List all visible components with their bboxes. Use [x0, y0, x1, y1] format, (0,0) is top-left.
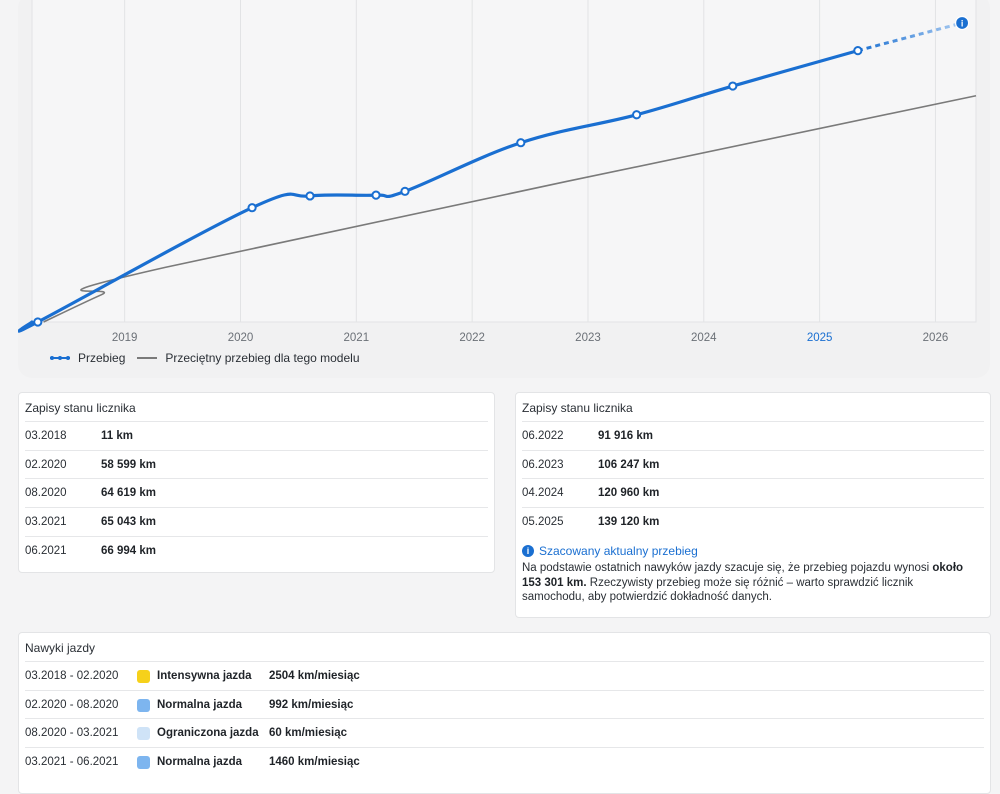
record-date: 06.2022 — [522, 430, 564, 442]
habit-style: Ograniczona jazda — [157, 727, 259, 739]
series-line-przebieg — [18, 49, 860, 333]
record-km: 139 120 km — [598, 516, 660, 528]
habit-row: 03.2021 - 06.2021 Normalna jazda 1460 km… — [25, 747, 984, 776]
estimate-info-icon — [955, 15, 970, 31]
habit-color-badge — [137, 698, 150, 712]
habit-style: Normalna jazda — [157, 699, 242, 711]
record-date: 06.2023 — [522, 459, 564, 471]
record-date: 05.2025 — [522, 516, 564, 528]
record-date: 03.2021 — [25, 516, 67, 528]
habit-rate: 2504 km/miesiąc — [269, 670, 360, 682]
record-row: 06.2021 66 994 km — [25, 536, 488, 565]
habit-rate: 60 km/miesiąc — [269, 727, 348, 739]
habit-color-badge — [137, 755, 150, 769]
habit-color-badge — [137, 669, 150, 683]
data-point — [516, 138, 526, 148]
record-row: 03.2018 11 km — [25, 421, 488, 450]
x-tick-label: 2023 — [575, 332, 601, 344]
record-date: 02.2020 — [25, 459, 67, 471]
legend-item-przebieg: Przebieg — [50, 351, 125, 365]
info-icon: i — [522, 545, 534, 557]
habits-title: Nawyki jazdy — [25, 641, 96, 655]
record-km: 120 960 km — [598, 487, 660, 499]
x-tick-label: 2025 — [807, 332, 833, 344]
records-card-left: Zapisy stanu licznika 03.2018 11 km 02.2… — [18, 392, 495, 573]
habit-period: 03.2021 - 06.2021 — [25, 756, 119, 768]
data-point — [400, 186, 410, 196]
record-date: 06.2021 — [25, 545, 67, 557]
habit-style: Normalna jazda — [157, 756, 242, 768]
habit-rate: 992 km/miesiąc — [269, 699, 354, 711]
habit-color-badge — [137, 726, 150, 740]
x-tick-label: 2026 — [923, 332, 949, 344]
records-title-left: Zapisy stanu licznika — [25, 401, 136, 415]
estimate-description: Na podstawie ostatnich nawyków jazdy sza… — [522, 561, 972, 605]
estimate-text-before: Na podstawie ostatnich nawyków jazdy sza… — [522, 562, 933, 574]
legend-swatch-average — [137, 357, 158, 359]
record-row: 05.2025 139 120 km — [522, 507, 984, 536]
estimate-heading-text: Szacowany aktualny przebieg — [539, 544, 698, 558]
habit-period: 03.2018 - 02.2020 — [25, 670, 119, 682]
record-date: 04.2024 — [522, 487, 564, 499]
data-point — [853, 46, 863, 56]
record-row: 08.2020 64 619 km — [25, 478, 488, 507]
record-km: 106 247 km — [598, 459, 660, 471]
habit-period: 08.2020 - 03.2021 — [25, 727, 119, 739]
mileage-chart: i 2019 2020 2021 2022 2023 2024 2025 2026 — [18, 0, 977, 344]
habit-style: Intensywna jazda — [157, 670, 252, 682]
record-date: 03.2018 — [25, 430, 67, 442]
x-tick-label: 2024 — [691, 332, 717, 344]
x-tick-label: 2021 — [344, 332, 370, 344]
chart-legend: Przebieg Przeciętny przebieg dla tego mo… — [50, 351, 372, 365]
record-km: 64 619 km — [101, 487, 156, 499]
record-row: 04.2024 120 960 km — [522, 478, 984, 507]
data-point — [728, 81, 738, 91]
data-point — [33, 317, 43, 327]
record-km: 58 599 km — [101, 459, 156, 471]
records-card-right: Zapisy stanu licznika 06.2022 91 916 km … — [515, 392, 991, 618]
record-km: 11 km — [101, 430, 133, 442]
plot-area — [31, 0, 977, 323]
series-line-average — [43, 94, 977, 323]
data-point — [247, 203, 257, 213]
record-row: 06.2022 91 916 km — [522, 421, 984, 450]
habit-period: 02.2020 - 08.2020 — [25, 699, 119, 711]
habit-rate: 1460 km/miesiąc — [269, 756, 360, 768]
legend-label-average: Przeciętny przebieg dla tego modelu — [165, 351, 360, 365]
habit-row: 03.2018 - 02.2020 Intensywna jazda 2504 … — [25, 661, 984, 690]
habit-row: 02.2020 - 08.2020 Normalna jazda 992 km/… — [25, 690, 984, 719]
estimate-text-after: Rzeczywisty przebieg może się różnić – w… — [522, 576, 914, 604]
habit-row: 08.2020 - 03.2021 Ograniczona jazda 60 k… — [25, 718, 984, 747]
estimate-heading: i Szacowany aktualny przebieg — [522, 544, 698, 558]
record-km: 91 916 km — [598, 430, 653, 442]
record-date: 08.2020 — [25, 487, 67, 499]
legend-item-average: Przeciętny przebieg dla tego modelu — [137, 351, 360, 365]
record-row: 03.2021 65 043 km — [25, 507, 488, 536]
record-row: 06.2023 106 247 km — [522, 450, 984, 479]
estimate-value: około 153 301 km. — [522, 562, 964, 589]
x-tick-label: 2020 — [228, 332, 254, 344]
x-tick-label: 2019 — [112, 332, 138, 344]
estimate-info-glyph: i — [961, 19, 964, 29]
record-row: 02.2020 58 599 km — [25, 450, 488, 479]
data-point — [632, 110, 642, 120]
record-km: 65 043 km — [101, 516, 156, 528]
mileage-chart-card: i 2019 2020 2021 2022 2023 2024 2025 2026 Przeb… — [18, 0, 990, 378]
driving-habits-card: Nawyki jazdy 03.2018 - 02.2020 Intensywn… — [18, 632, 991, 794]
data-point — [305, 191, 315, 201]
record-km: 66 994 km — [101, 545, 156, 557]
x-tick-label: 2022 — [459, 332, 485, 344]
legend-label-przebieg: Przebieg — [78, 351, 126, 365]
data-point — [371, 190, 381, 200]
legend-swatch-przebieg — [50, 356, 70, 360]
records-title-right: Zapisy stanu licznika — [522, 401, 633, 415]
